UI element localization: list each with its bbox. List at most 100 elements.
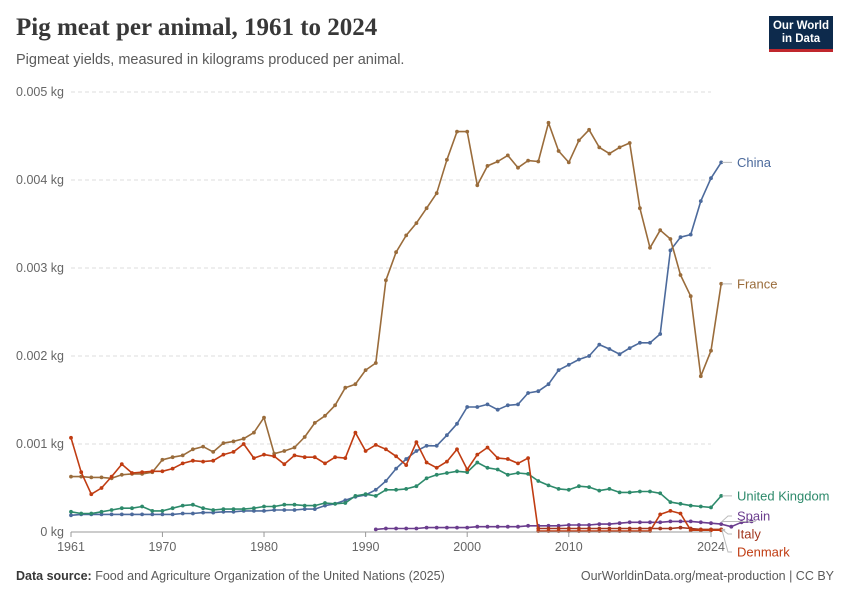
data-point-denmark[interactable] xyxy=(211,458,216,463)
data-point-united-kingdom[interactable] xyxy=(414,484,419,489)
data-point-spain[interactable] xyxy=(414,526,419,531)
data-point-france[interactable] xyxy=(170,455,175,460)
data-point-china[interactable] xyxy=(272,508,277,512)
data-point-china[interactable] xyxy=(536,389,541,394)
data-point-france[interactable] xyxy=(556,149,561,153)
data-point-denmark[interactable] xyxy=(505,457,510,461)
data-point-spain[interactable] xyxy=(648,520,652,525)
data-point-china[interactable] xyxy=(262,509,266,513)
data-point-china[interactable] xyxy=(323,503,327,508)
data-point-china[interactable] xyxy=(252,509,256,513)
data-point-spain[interactable] xyxy=(455,525,459,530)
data-point-china[interactable] xyxy=(587,354,591,358)
data-point-france[interactable] xyxy=(343,385,348,390)
data-point-united-kingdom[interactable] xyxy=(323,501,327,505)
data-point-denmark[interactable] xyxy=(465,467,470,472)
data-point-china[interactable] xyxy=(119,512,124,517)
data-point-denmark[interactable] xyxy=(688,528,693,533)
data-point-united-kingdom[interactable] xyxy=(160,509,165,513)
data-point-france[interactable] xyxy=(119,472,124,477)
data-point-united-kingdom[interactable] xyxy=(434,472,439,477)
data-point-france[interactable] xyxy=(607,151,612,156)
data-point-china[interactable] xyxy=(394,466,398,471)
data-point-china[interactable] xyxy=(505,403,510,408)
data-point-france[interactable] xyxy=(658,228,663,233)
data-point-france[interactable] xyxy=(89,475,94,480)
data-point-denmark[interactable] xyxy=(241,442,246,446)
data-point-united-kingdom[interactable] xyxy=(404,487,409,491)
data-point-spain[interactable] xyxy=(495,524,500,529)
data-point-italy[interactable] xyxy=(627,526,632,531)
data-point-spain[interactable] xyxy=(566,523,571,527)
data-point-united-kingdom[interactable] xyxy=(180,503,185,508)
data-point-united-kingdom[interactable] xyxy=(191,502,195,507)
data-point-united-kingdom[interactable] xyxy=(495,467,500,472)
data-point-united-kingdom[interactable] xyxy=(201,506,206,511)
data-point-united-kingdom[interactable] xyxy=(89,511,94,516)
data-point-italy[interactable] xyxy=(607,526,612,531)
data-point-denmark[interactable] xyxy=(292,453,297,458)
data-point-france[interactable] xyxy=(617,145,622,150)
data-point-united-kingdom[interactable] xyxy=(394,487,398,492)
data-point-united-kingdom[interactable] xyxy=(546,483,551,488)
data-point-denmark[interactable] xyxy=(231,450,236,454)
data-point-united-kingdom[interactable] xyxy=(566,487,571,492)
data-point-spain[interactable] xyxy=(526,523,530,528)
data-point-china[interactable] xyxy=(384,479,388,483)
data-point-united-kingdom[interactable] xyxy=(688,503,693,508)
data-point-united-kingdom[interactable] xyxy=(302,503,307,508)
data-point-china[interactable] xyxy=(526,391,530,395)
data-point-united-kingdom[interactable] xyxy=(607,487,612,491)
source-link[interactable]: OurWorldinData.org/meat-production | CC … xyxy=(580,569,834,583)
data-point-china[interactable] xyxy=(434,443,439,448)
data-point-china[interactable] xyxy=(688,232,693,237)
data-point-united-kingdom[interactable] xyxy=(556,487,561,491)
data-point-united-kingdom[interactable] xyxy=(109,508,114,512)
series-label-united-kingdom[interactable]: United Kingdom xyxy=(737,488,830,503)
data-point-spain[interactable] xyxy=(485,524,490,529)
data-point-france[interactable] xyxy=(627,141,632,145)
data-point-denmark[interactable] xyxy=(170,466,175,471)
data-point-france[interactable] xyxy=(333,403,337,408)
data-point-france[interactable] xyxy=(445,157,449,162)
data-point-spain[interactable] xyxy=(668,519,673,524)
data-point-spain[interactable] xyxy=(729,524,734,529)
data-point-china[interactable] xyxy=(424,443,429,448)
series-label-france[interactable]: France xyxy=(737,276,777,291)
data-point-italy[interactable] xyxy=(546,526,551,531)
data-point-denmark[interactable] xyxy=(668,509,673,513)
data-point-united-kingdom[interactable] xyxy=(475,460,480,465)
data-point-france[interactable] xyxy=(709,348,713,353)
data-point-china[interactable] xyxy=(445,433,449,438)
data-point-denmark[interactable] xyxy=(333,455,337,460)
data-point-france[interactable] xyxy=(414,221,419,226)
data-point-denmark[interactable] xyxy=(302,455,307,460)
data-point-china[interactable] xyxy=(709,176,713,181)
data-point-china[interactable] xyxy=(597,342,602,347)
data-point-united-kingdom[interactable] xyxy=(709,505,713,510)
data-point-united-kingdom[interactable] xyxy=(485,465,490,470)
data-point-denmark[interactable] xyxy=(160,469,165,474)
data-point-china[interactable] xyxy=(556,368,561,372)
data-point-spain[interactable] xyxy=(627,520,632,525)
data-point-italy[interactable] xyxy=(678,525,683,530)
data-point-china[interactable] xyxy=(414,449,419,453)
data-point-denmark[interactable] xyxy=(323,461,327,466)
data-point-denmark[interactable] xyxy=(445,459,449,464)
data-point-france[interactable] xyxy=(394,250,398,255)
data-point-united-kingdom[interactable] xyxy=(648,489,652,494)
owid-logo[interactable]: Our World in Data xyxy=(769,16,833,52)
data-point-spain[interactable] xyxy=(709,521,713,526)
data-point-france[interactable] xyxy=(404,233,409,238)
series-label-denmark[interactable]: Denmark xyxy=(737,545,790,560)
data-point-italy[interactable] xyxy=(597,526,602,531)
data-point-france[interactable] xyxy=(424,206,429,211)
data-point-denmark[interactable] xyxy=(282,462,287,467)
data-point-united-kingdom[interactable] xyxy=(698,504,703,509)
data-point-denmark[interactable] xyxy=(455,447,459,452)
data-point-france[interactable] xyxy=(69,474,73,479)
data-point-france[interactable] xyxy=(99,475,104,480)
data-point-denmark[interactable] xyxy=(150,469,155,474)
data-point-united-kingdom[interactable] xyxy=(638,489,642,494)
data-point-spain[interactable] xyxy=(688,519,693,524)
